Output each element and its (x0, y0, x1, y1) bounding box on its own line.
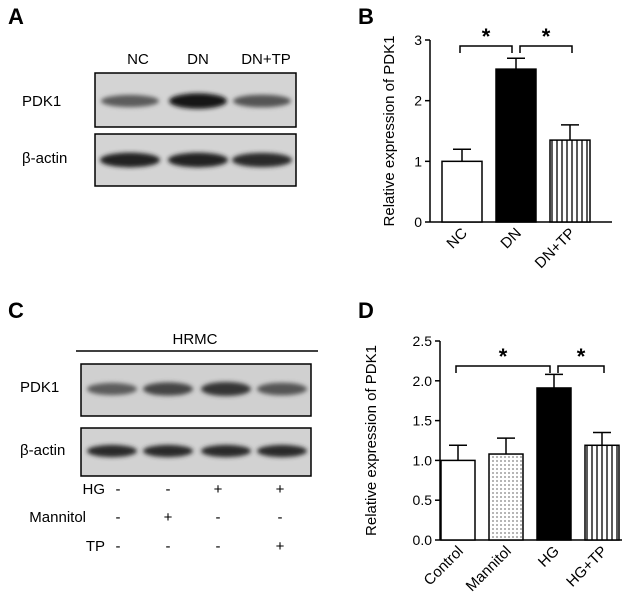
band-actin-lane-2 (168, 152, 228, 168)
x-tick-label: HG+TP (563, 543, 611, 591)
bar-hg (536, 387, 572, 541)
row-label-actin-c: β-actin (20, 442, 65, 459)
bar-control (440, 459, 476, 541)
y-axis-label: Relative expression of PDK1 (381, 36, 398, 227)
condition-sign: + (276, 481, 285, 498)
condition-table: HG - - + +Mannitol - + - -TP - - - + (29, 481, 284, 555)
band-pdk1-lane-2 (169, 93, 227, 109)
y-tick-label: 0 (414, 214, 422, 230)
condition-sign: - (166, 538, 171, 555)
y-tick-label: 1.5 (413, 413, 433, 429)
band-pdk1-c-lane-3 (201, 382, 251, 396)
y-tick-label: 2.5 (413, 333, 433, 349)
band-actin-lane-3 (232, 152, 292, 168)
panel-label-b: B (358, 4, 374, 29)
condition-sign: - (216, 538, 221, 555)
blot-panel-a: NC DN DN+TP PDK1 β-actin (22, 51, 297, 187)
panel-label-c: C (8, 298, 24, 323)
condition-label-mannitol: Mannitol (29, 509, 86, 526)
bands-actin-c (87, 444, 307, 458)
condition-sign: - (166, 481, 171, 498)
condition-sign: - (216, 509, 221, 526)
row-label-pdk1-c: PDK1 (20, 379, 59, 396)
bands-pdk1 (101, 93, 291, 109)
significance-bracket (557, 365, 605, 373)
bar-chart-b: 0 1 2 3 Relative expression of PDK1 NC DN DN+TP… (381, 24, 612, 272)
x-tick-label: Mannitol (463, 543, 515, 595)
band-actin-c-lane-3 (201, 444, 251, 458)
x-tick-label: NC (443, 225, 470, 252)
y-tick-label: 2.0 (413, 373, 433, 389)
band-pdk1-lane-1 (101, 94, 159, 108)
y-tick-label: 3 (414, 32, 422, 48)
bar-chart-d: 0.0 0.5 1.0 1.5 2.0 2.5 Relative expression of… (363, 333, 622, 595)
y-tick-label: 1.0 (413, 452, 433, 468)
band-pdk1-c-lane-1 (87, 382, 137, 396)
y-tick-label: 1 (414, 153, 422, 169)
band-pdk1-c-lane-4 (257, 382, 307, 396)
band-pdk1-lane-3 (233, 94, 291, 108)
lane-label-dn-tp: DN+TP (241, 51, 291, 68)
x-tick-label: DN+TP (532, 225, 579, 272)
band-actin-c-lane-4 (257, 444, 307, 458)
bar-dn (495, 68, 537, 223)
condition-sign: - (116, 538, 121, 555)
significance-bracket (459, 45, 513, 53)
condition-label-hg: HG (83, 481, 106, 498)
band-actin-c-lane-1 (87, 444, 137, 458)
condition-sign: + (214, 481, 223, 498)
band-actin-lane-1 (100, 152, 160, 168)
panel-label-a: A (8, 4, 24, 29)
bands-actin (100, 152, 292, 168)
band-pdk1-c-lane-2 (143, 382, 193, 396)
row-label-actin: β-actin (22, 150, 67, 167)
bands-pdk1-c (87, 382, 307, 396)
bar-hg-tp (584, 444, 620, 541)
y-tick-label: 0.0 (413, 532, 433, 548)
significance-bracket (455, 365, 551, 373)
bar-mannitol (488, 453, 524, 541)
band-actin-c-lane-2 (143, 444, 193, 458)
x-tick-label: HG (535, 543, 563, 571)
condition-label-tp: TP (86, 538, 105, 555)
row-label-pdk1: PDK1 (22, 93, 61, 110)
cell-line-label: HRMC (173, 331, 218, 348)
condition-sign: + (276, 538, 285, 555)
lane-label-nc: NC (127, 51, 149, 68)
x-tick-label: DN (497, 225, 524, 252)
condition-sign: - (278, 509, 283, 526)
condition-sign: - (116, 509, 121, 526)
y-tick-label: 2 (414, 93, 422, 109)
y-axis-label: Relative expression of PDK1 (363, 345, 380, 536)
panel-label-d: D (358, 298, 374, 323)
significance-star: * (577, 344, 586, 369)
significance-star: * (499, 344, 508, 369)
significance-bracket (519, 45, 573, 53)
condition-sign: + (164, 509, 173, 526)
blot-panel-c: HRMC PDK1 β-actin HG - - + +Mannitol - + - -TP - -… (20, 331, 318, 555)
significance-star: * (482, 24, 491, 49)
lane-label-dn: DN (187, 51, 209, 68)
x-tick-label: Control (421, 543, 467, 589)
condition-sign: - (116, 481, 121, 498)
bar-nc (441, 160, 483, 223)
y-tick-label: 0.5 (413, 492, 433, 508)
bar-dn-tp (549, 139, 591, 223)
significance-star: * (542, 24, 551, 49)
